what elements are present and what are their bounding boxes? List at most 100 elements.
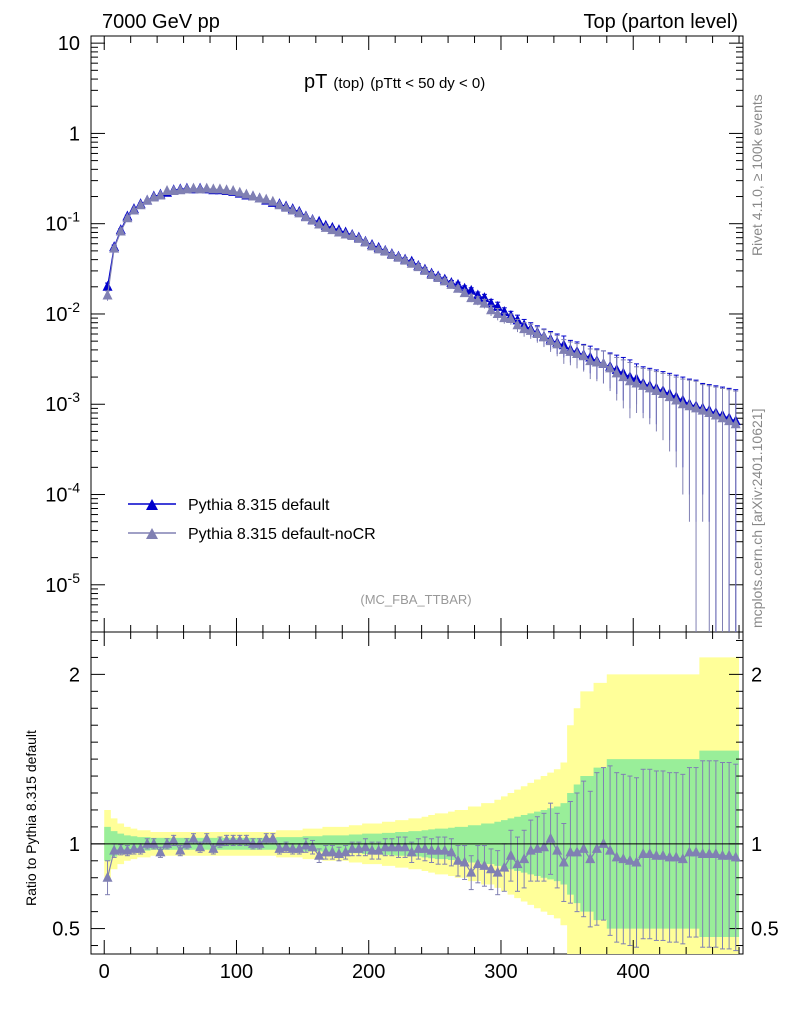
main-point (221, 184, 232, 195)
ratio-point (175, 844, 186, 855)
ratio-point (128, 842, 139, 853)
ratio-point (360, 841, 371, 852)
plot-title-cut: (pTtt < 50 dy < 0) (370, 75, 485, 92)
main-point (466, 284, 477, 295)
legend: Pythia 8.315 default Pythia 8.315 defaul… (128, 497, 376, 543)
main-point (657, 387, 668, 398)
ratio-point (572, 846, 583, 857)
ratio-point (261, 832, 272, 843)
main-point (327, 224, 338, 235)
ratio-point (320, 846, 331, 857)
ratio-point (631, 856, 642, 867)
main-point (532, 328, 543, 338)
main-point (512, 319, 523, 330)
ratio-point (142, 837, 153, 848)
main-point (730, 418, 741, 429)
main-point (300, 211, 311, 222)
ratio-point (267, 832, 278, 843)
ratio-point (598, 837, 609, 848)
ratio-ytick-label-right: 0.5 (751, 919, 779, 941)
ratio-point (406, 846, 417, 857)
ratio-point (234, 834, 245, 845)
legend-marker-default (146, 499, 158, 510)
main-point (671, 394, 682, 405)
ratio-point (605, 844, 616, 855)
ratio-point (578, 842, 589, 853)
ratio-point (486, 863, 497, 874)
ratio-point (730, 851, 741, 862)
main-point (115, 225, 126, 236)
main-point (208, 183, 219, 194)
mcplots-label: mcplots.cern.ch [arXiv:2401.10621] (749, 409, 765, 628)
main-point (710, 409, 721, 420)
ratio-point (373, 844, 384, 855)
main-point (552, 338, 563, 349)
main-point (492, 307, 503, 318)
main-point (102, 280, 113, 291)
main-point (360, 236, 371, 247)
ratio-point (254, 837, 265, 848)
legend-label-default: Pythia 8.315 default (188, 497, 330, 514)
main-series-layer (102, 182, 741, 632)
main-point (248, 190, 259, 201)
main-point (545, 335, 556, 346)
legend-marker-nocr (146, 528, 158, 539)
main-point (353, 232, 364, 243)
ratio-point (208, 842, 219, 853)
ratio-point (228, 834, 239, 845)
main-point (558, 343, 569, 354)
main-point (122, 212, 133, 223)
ratio-series-layer (102, 760, 741, 952)
main-point (142, 194, 153, 205)
main-point (611, 367, 622, 378)
main-point (644, 382, 655, 393)
ratio-point (188, 832, 199, 843)
ratio-point (386, 841, 397, 852)
ratio-point (102, 871, 113, 882)
main-point (724, 415, 735, 426)
ratio-point (519, 853, 530, 864)
main-point (585, 355, 596, 366)
xtick-label: 100 (220, 961, 253, 983)
ratio-point (664, 851, 675, 862)
ratio-point (294, 842, 305, 853)
main-point (188, 182, 199, 193)
main-point (155, 189, 166, 200)
main-point (605, 362, 616, 373)
ratio-point (241, 834, 252, 845)
xtick-label: 300 (484, 961, 517, 983)
main-point (367, 240, 378, 251)
main-ytick-label: 10-5 (45, 570, 80, 597)
ratio-point (426, 844, 437, 855)
main-point (466, 292, 477, 303)
rivet-label: Rivet 4.1.0, ≥ 100k events (749, 94, 765, 256)
main-point (294, 207, 305, 218)
main-point (201, 182, 212, 193)
ratio-point (327, 846, 338, 857)
main-point (281, 201, 292, 212)
ratio-point (148, 837, 159, 848)
ratio-point (558, 856, 569, 867)
ratio-point (135, 842, 146, 853)
plot-title-main: pT (304, 71, 327, 93)
ratio-point (287, 842, 298, 853)
analysis-watermark: (MC_FBA_TTBAR) (360, 592, 471, 607)
ratio-point (347, 842, 358, 853)
main-point (307, 214, 318, 225)
main-point (419, 264, 430, 275)
ratio-point (380, 841, 391, 852)
ratio-point (155, 846, 166, 857)
main-point (333, 226, 344, 237)
main-point (261, 193, 272, 204)
main-point (638, 379, 649, 390)
ratio-point (677, 853, 688, 864)
main-point (109, 242, 120, 253)
main-point (386, 249, 397, 260)
main-axis-ticks: 10 1 10-1 10-2 10-3 10-4 10-5 (45, 33, 743, 633)
ratio-point (512, 858, 523, 869)
ratio-point (691, 846, 702, 857)
ratio-point (657, 849, 668, 860)
ratio-point (181, 837, 192, 848)
ratio-point (162, 837, 173, 848)
ratio-point (367, 844, 378, 855)
